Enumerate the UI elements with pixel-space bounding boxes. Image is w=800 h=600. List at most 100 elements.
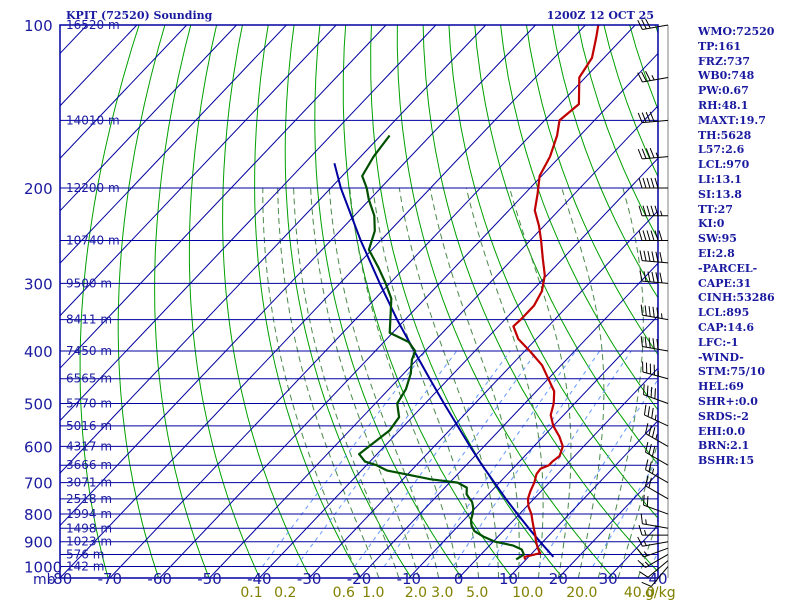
isotherm-line bbox=[159, 52, 658, 578]
height-labels: 16520 m 14010 m 12200 m 10740 m 9500 m 8411 m… bbox=[66, 18, 120, 574]
moist-adiabat-line bbox=[429, 187, 520, 578]
isotherm-line bbox=[0, 25, 37, 578]
isotherm-line bbox=[109, 25, 636, 578]
wind-barb bbox=[644, 459, 669, 484]
mixing-ratio-label: 10.0 bbox=[512, 585, 543, 600]
isotherm-line bbox=[60, 25, 337, 317]
dry-adiabat-line bbox=[396, 25, 615, 578]
wind-barb-half-feather bbox=[651, 468, 655, 474]
isotherm-line bbox=[60, 25, 287, 264]
wind-barb-feather bbox=[636, 548, 644, 558]
wind-barb-half-feather bbox=[651, 75, 655, 81]
isotherm-line bbox=[458, 367, 658, 578]
wind-barb-half-feather bbox=[660, 313, 663, 319]
temperature-tick-label: -50 bbox=[197, 570, 222, 588]
index-item: SI:13.8 bbox=[698, 187, 742, 201]
dry-adiabat-line bbox=[284, 25, 412, 578]
wind-barb bbox=[640, 304, 669, 321]
moist-adiabat-line bbox=[372, 187, 480, 578]
index-item: KI:0 bbox=[698, 217, 725, 231]
index-item: WB0:748 bbox=[698, 69, 755, 83]
wind-barb-feather bbox=[639, 571, 649, 578]
mixing-ratio-label: 1.0 bbox=[362, 585, 384, 600]
wind-barb-feather bbox=[655, 272, 659, 283]
wind-barb-feather bbox=[644, 459, 649, 470]
index-item: STM:75/10 bbox=[698, 365, 765, 379]
wind-barb-feather bbox=[645, 18, 651, 29]
mixing-ratio-label: 40.0 bbox=[624, 585, 655, 600]
wind-barb-half-feather bbox=[643, 540, 647, 546]
temperature-profile bbox=[512, 25, 600, 560]
isotherm-line bbox=[60, 25, 188, 160]
dewpoint-profile bbox=[358, 134, 526, 561]
moist-adiabat-line bbox=[617, 439, 658, 578]
wind-barb-feather bbox=[648, 306, 651, 317]
wind-barb-shaft bbox=[643, 547, 669, 558]
wind-barb-feather bbox=[641, 19, 647, 30]
wind-barb bbox=[639, 270, 669, 284]
wind-barb-shaft bbox=[642, 523, 669, 529]
index-item: LCL:895 bbox=[698, 306, 750, 320]
wind-barb-shaft bbox=[642, 314, 669, 321]
height-label: 1023 m bbox=[66, 535, 112, 549]
wind-barb-shaft bbox=[645, 451, 669, 466]
wind-barb-feather bbox=[643, 250, 647, 262]
wind-barb-shaft bbox=[643, 394, 669, 404]
height-label: 8411 m bbox=[66, 313, 112, 327]
moist-adiabats bbox=[262, 187, 658, 578]
temperature-tick-label: -40 bbox=[247, 570, 272, 588]
wind-barb-feather bbox=[646, 385, 649, 397]
pressure-tick-label: 200 bbox=[24, 180, 53, 198]
mixing-ratio-label: 3.0 bbox=[431, 585, 453, 600]
dry-adiabat-line bbox=[779, 13, 800, 579]
wind-barb bbox=[638, 205, 668, 217]
index-item: BRN:2.1 bbox=[698, 439, 750, 453]
wind-barb-feather bbox=[648, 461, 652, 472]
wind-barb bbox=[637, 111, 669, 124]
wind-barb-feather bbox=[652, 306, 655, 318]
index-item: LFC:-1 bbox=[698, 335, 739, 349]
pressure-tick-label: 100 bbox=[24, 17, 53, 35]
height-label: 142 m bbox=[66, 560, 104, 574]
wind-barb-shaft bbox=[642, 76, 669, 83]
dry-adiabat-line bbox=[79, 25, 140, 578]
wind-barb bbox=[637, 71, 669, 83]
dry-adiabat-line bbox=[551, 25, 658, 299]
index-item: SW:95 bbox=[698, 232, 737, 246]
wind-barb-shaft bbox=[643, 504, 669, 515]
wind-barbs bbox=[636, 18, 669, 587]
height-label: 576 m bbox=[66, 547, 104, 561]
height-label: 5016 m bbox=[66, 419, 112, 433]
wind-barb-feather bbox=[643, 271, 647, 282]
wind-barb-feather bbox=[647, 271, 651, 282]
pressure-unit-label: mb bbox=[33, 572, 56, 588]
wind-barb bbox=[637, 536, 669, 547]
wind-barb-feather bbox=[641, 71, 647, 82]
isotherm-line bbox=[60, 25, 437, 422]
sounding-time: 1200Z 12 OCT 25 bbox=[546, 9, 654, 22]
isotherm-line bbox=[60, 25, 487, 474]
index-item: LI:13.1 bbox=[698, 172, 742, 186]
height-label: 7450 m bbox=[66, 344, 112, 358]
dry-adiabats bbox=[79, 13, 800, 579]
dry-adiabat-line bbox=[188, 25, 261, 578]
plot-area bbox=[0, 13, 800, 579]
dry-adiabat-line bbox=[474, 25, 658, 466]
index-item: PW:0.67 bbox=[698, 84, 749, 98]
wind-barb-feather bbox=[640, 513, 643, 524]
isotherm-line bbox=[60, 25, 536, 527]
wind-barb-shaft bbox=[645, 469, 669, 484]
wind-barb-shaft bbox=[645, 432, 669, 447]
wind-barb-feather bbox=[647, 406, 651, 417]
wind-barb-feather bbox=[659, 252, 663, 263]
dry-adiabat-line bbox=[342, 25, 514, 578]
index-item: EI:2.8 bbox=[698, 246, 735, 260]
height-label: 2518 m bbox=[66, 492, 112, 506]
wind-barb bbox=[637, 554, 669, 568]
dry-adiabat-line bbox=[422, 25, 658, 573]
pressure-tick-label: 900 bbox=[24, 534, 53, 552]
wind-barb-feather bbox=[639, 250, 643, 261]
wind-barb-feather bbox=[644, 336, 647, 348]
wind-barb-feather bbox=[650, 205, 655, 216]
isotherm-line bbox=[60, 25, 237, 212]
